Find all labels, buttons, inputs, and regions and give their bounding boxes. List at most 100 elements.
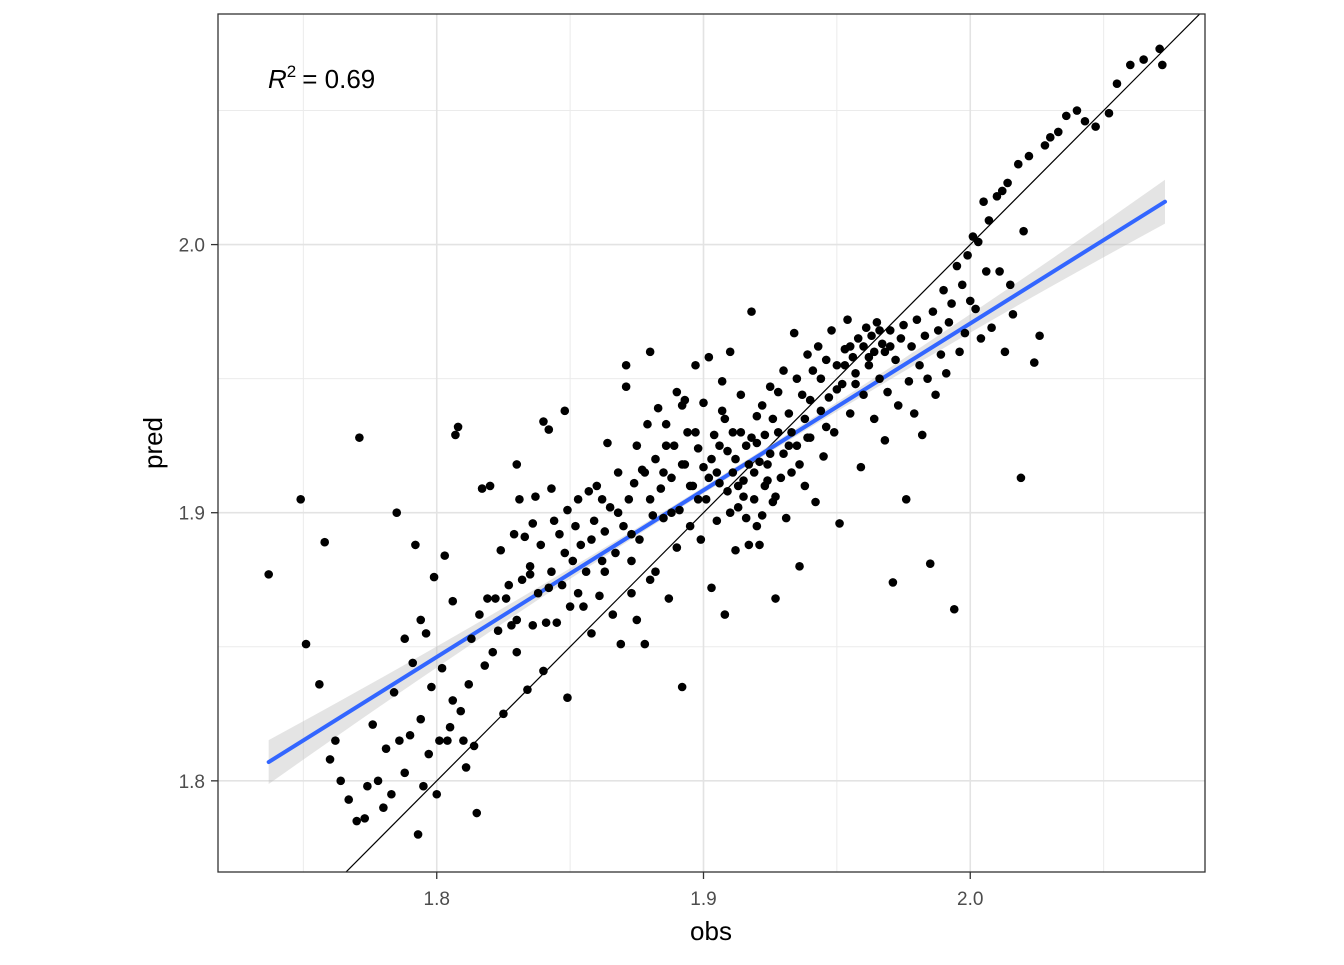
data-point — [704, 473, 714, 483]
data-point — [699, 398, 708, 408]
data-point — [499, 709, 508, 719]
data-point — [536, 540, 546, 550]
data-point — [579, 602, 588, 611]
data-point — [904, 377, 914, 386]
data-point — [920, 331, 930, 341]
data-point — [568, 556, 578, 566]
data-point — [869, 347, 879, 357]
data-point — [432, 789, 442, 799]
data-point — [1072, 106, 1082, 115]
data-point — [456, 706, 466, 716]
data-point — [768, 414, 778, 424]
data-point — [845, 342, 855, 351]
data-point — [859, 342, 868, 351]
data-point — [696, 535, 706, 544]
data-point — [995, 267, 1004, 276]
data-point — [547, 484, 556, 493]
data-point — [1005, 280, 1015, 290]
data-point — [888, 578, 898, 587]
data-point — [400, 768, 410, 778]
data-point — [800, 481, 810, 491]
data-point — [912, 315, 922, 324]
data-point — [893, 401, 903, 410]
data-point — [533, 588, 543, 598]
data-point — [331, 736, 340, 745]
data-point — [997, 186, 1007, 196]
data-point — [853, 334, 863, 343]
data-point — [640, 639, 650, 649]
data-point — [613, 508, 623, 518]
identity-line — [345, 14, 1201, 872]
r2-symbol: R — [268, 64, 287, 94]
data-point — [797, 390, 807, 400]
data-point — [984, 216, 994, 225]
data-point — [752, 521, 762, 531]
data-point — [427, 682, 436, 692]
data-point — [672, 387, 682, 397]
data-point — [669, 441, 679, 450]
data-point — [851, 368, 860, 378]
data-point — [573, 588, 583, 598]
data-point — [845, 409, 855, 418]
data-point — [915, 360, 924, 370]
data-point — [485, 481, 495, 491]
data-point — [803, 350, 812, 359]
data-point — [771, 492, 780, 501]
data-point — [379, 803, 388, 812]
data-point — [683, 427, 692, 437]
data-point — [739, 492, 748, 501]
data-point — [373, 776, 383, 786]
x-axis-ticks: 1.8 1.9 2.0 — [424, 872, 983, 910]
data-point — [693, 495, 703, 504]
data-point — [504, 580, 514, 590]
data-point — [725, 508, 735, 518]
data-point — [477, 484, 487, 493]
data-point — [512, 460, 522, 469]
data-point — [557, 580, 567, 590]
data-point — [891, 355, 900, 365]
data-point — [973, 237, 983, 247]
data-point — [531, 492, 540, 501]
data-point — [923, 374, 932, 383]
data-point — [757, 511, 767, 520]
data-point — [875, 326, 884, 335]
data-point — [1158, 60, 1167, 70]
data-point — [400, 634, 410, 644]
data-point — [677, 460, 687, 469]
data-point — [493, 626, 503, 635]
data-point — [528, 621, 538, 630]
data-point — [733, 503, 743, 512]
data-point — [979, 197, 988, 206]
data-point — [459, 736, 468, 745]
data-point — [843, 315, 852, 324]
data-point — [693, 444, 703, 453]
data-point — [464, 680, 474, 689]
data-point — [821, 355, 831, 365]
data-point — [507, 621, 516, 630]
data-point — [501, 594, 511, 603]
data-point — [1080, 116, 1090, 126]
data-point — [549, 516, 559, 526]
data-point — [525, 562, 535, 571]
data-point — [872, 318, 882, 327]
data-point — [632, 441, 642, 450]
data-point — [752, 411, 762, 421]
data-point — [800, 414, 810, 424]
data-point — [611, 548, 620, 558]
data-point — [992, 192, 1002, 201]
data-point — [704, 352, 714, 362]
data-point — [955, 347, 964, 357]
data-point — [355, 433, 364, 442]
data-point — [899, 320, 908, 330]
data-point — [387, 789, 396, 799]
data-point — [856, 462, 866, 472]
data-point — [987, 323, 996, 333]
data-point — [1040, 141, 1050, 150]
data-point — [395, 736, 404, 745]
data-point — [925, 559, 935, 568]
data-point — [792, 374, 802, 383]
data-point — [560, 406, 570, 416]
data-point — [437, 663, 447, 673]
data-point — [467, 634, 476, 644]
data-point — [315, 680, 324, 689]
